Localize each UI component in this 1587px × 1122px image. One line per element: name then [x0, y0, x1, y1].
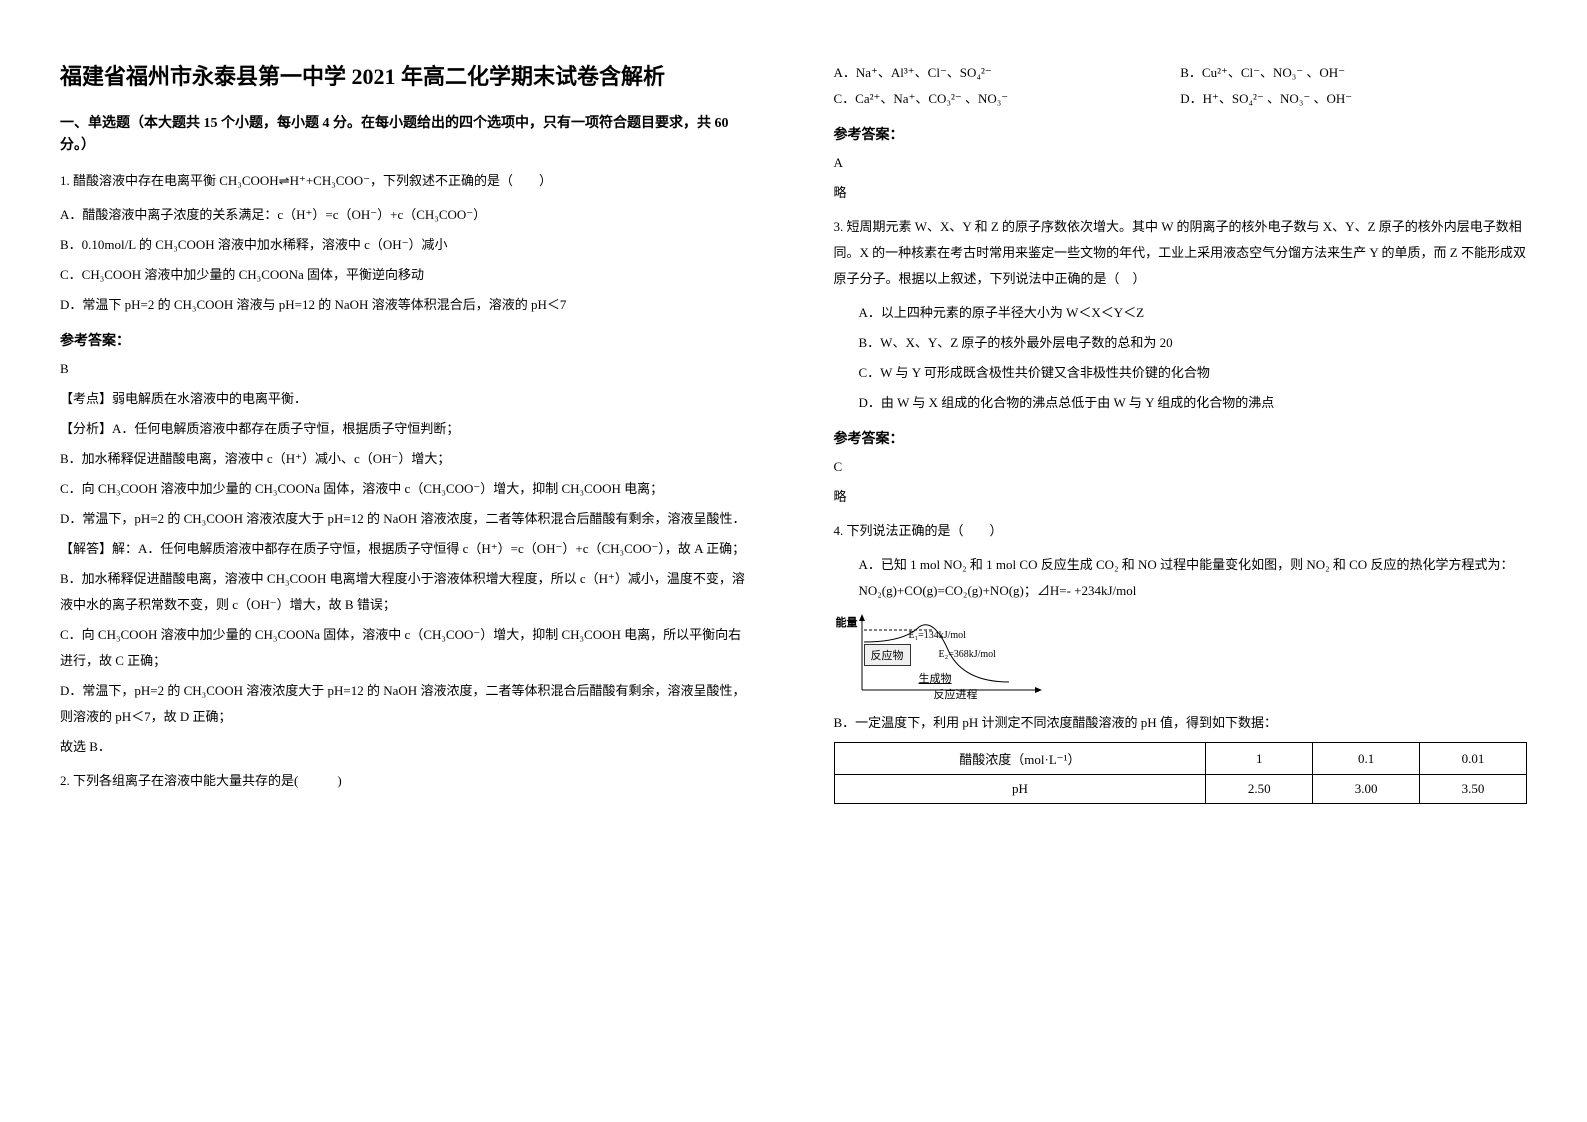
- q2-answer-label: 参考答案：: [834, 124, 1528, 144]
- diagram-x-label: 反应进程: [934, 686, 978, 702]
- q1-solve-a: 【解答】解：A．任何电解质溶液中都存在质子守恒，根据质子守恒得 c（H⁺）=c（…: [60, 536, 754, 562]
- table-cell: 3.00: [1313, 775, 1420, 804]
- q2-stem: 2. 下列各组离子在溶液中能大量共存的是( ): [60, 768, 754, 794]
- q1-opt-d: D．常温下 pH=2 的 CH₃COOH 溶液与 pH=12 的 NaOH 溶液…: [60, 292, 754, 318]
- q3-answer: C: [834, 454, 1528, 480]
- q2-brief: 略: [834, 180, 1528, 206]
- table-header-conc: 醋酸浓度（mol·L⁻¹）: [834, 743, 1206, 775]
- q2-opt-a: A．Na⁺、Al³⁺、Cl⁻、SO₄²⁻: [834, 60, 1181, 86]
- table-cell: 0.01: [1420, 743, 1527, 775]
- q4-stem: 4. 下列说法正确的是（ ）: [834, 518, 1528, 544]
- q1-answer: B: [60, 356, 754, 382]
- left-column: 福建省福州市永泰县第一中学 2021 年高二化学期末试卷含解析 一、单选题（本大…: [0, 0, 794, 1122]
- q1-analysis-a: 【分析】A．任何电解质溶液中都存在质子守恒，根据质子守恒判断；: [60, 416, 754, 442]
- q1-stem: 1. 醋酸溶液中存在电离平衡 CH₃COOH⇌H⁺+CH₃COO⁻，下列叙述不正…: [60, 168, 754, 194]
- q1-answer-label: 参考答案：: [60, 330, 754, 350]
- section-1-header: 一、单选题（本大题共 15 个小题，每小题 4 分。在每小题给出的四个选项中，只…: [60, 113, 754, 158]
- q1-analysis-d: D．常温下，pH=2 的 CH₃COOH 溶液浓度大于 pH=12 的 NaOH…: [60, 506, 754, 532]
- q1-solve-b: B．加水稀释促进醋酸电离，溶液中 CH₃COOH 电离增大程度小于溶液体积增大程…: [60, 566, 754, 618]
- table-cell: 2.50: [1206, 775, 1313, 804]
- q3-answer-label: 参考答案：: [834, 428, 1528, 448]
- q2-options-row-2: C．Ca²⁺、Na⁺、CO₃²⁻ 、NO₃⁻ D．H⁺、SO₄²⁻ 、NO₃⁻ …: [834, 86, 1528, 112]
- q3-opt-a: A．以上四种元素的原子半径大小为 W＜X＜Y＜Z: [859, 300, 1528, 326]
- q2-opt-c: C．Ca²⁺、Na⁺、CO₃²⁻ 、NO₃⁻: [834, 86, 1181, 112]
- q1-solve-c: C．向 CH₃COOH 溶液中加少量的 CH₃COONa 固体，溶液中 c（CH…: [60, 622, 754, 674]
- table-header-ph: pH: [834, 775, 1206, 804]
- q1-opt-a: A．醋酸溶液中离子浓度的关系满足：c（H⁺）=c（OH⁻）+c（CH₃COO⁻）: [60, 202, 754, 228]
- q2-options-row-1: A．Na⁺、Al³⁺、Cl⁻、SO₄²⁻ B．Cu²⁺、Cl⁻、NO₃⁻ 、OH…: [834, 60, 1528, 86]
- table-cell: 3.50: [1420, 775, 1527, 804]
- q4-opt-a: A．已知 1 mol NO₂ 和 1 mol CO 反应生成 CO₂ 和 NO …: [859, 552, 1528, 604]
- q1-analysis-c: C．向 CH₃COOH 溶液中加少量的 CH₃COONa 固体，溶液中 c（CH…: [60, 476, 754, 502]
- q4-opt-b: B．一定温度下，利用 pH 计测定不同浓度醋酸溶液的 pH 值，得到如下数据：: [834, 710, 1528, 736]
- q3-opt-d: D．由 W 与 X 组成的化合物的沸点总低于由 W 与 Y 组成的化合物的沸点: [859, 390, 1528, 416]
- q1-opt-c: C．CH₃COOH 溶液中加少量的 CH₃COONa 固体，平衡逆向移动: [60, 262, 754, 288]
- q1-point: 【考点】弱电解质在水溶液中的电离平衡．: [60, 386, 754, 412]
- exam-title: 福建省福州市永泰县第一中学 2021 年高二化学期末试卷含解析: [60, 60, 754, 93]
- q1-conclude: 故选 B．: [60, 734, 754, 760]
- table-row: 醋酸浓度（mol·L⁻¹） 1 0.1 0.01: [834, 743, 1527, 775]
- q2-opt-b: B．Cu²⁺、Cl⁻、NO₃⁻ 、OH⁻: [1180, 60, 1527, 86]
- q1-analysis-b: B．加水稀释促进醋酸电离，溶液中 c（H⁺）减小、c（OH⁻）增大；: [60, 446, 754, 472]
- table-cell: 1: [1206, 743, 1313, 775]
- energy-diagram: 能量 反应物 E₁=134kJ/mol E₂=368kJ/mol 生成物 反应进…: [834, 612, 1054, 702]
- q2-opt-d: D．H⁺、SO₄²⁻ 、NO₃⁻ 、OH⁻: [1180, 86, 1527, 112]
- table-cell: 0.1: [1313, 743, 1420, 775]
- q3-opt-b: B．W、X、Y、Z 原子的核外最外层电子数的总和为 20: [859, 330, 1528, 356]
- q2-answer: A: [834, 150, 1528, 176]
- q3-opt-c: C．W 与 Y 可形成既含极性共价键又含非极性共价键的化合物: [859, 360, 1528, 386]
- q3-stem: 3. 短周期元素 W、X、Y 和 Z 的原子序数依次增大。其中 W 的阴离子的核…: [834, 214, 1528, 292]
- diagram-product-box: 生成物: [919, 670, 952, 686]
- q1-opt-b: B．0.10mol/L 的 CH₃COOH 溶液中加水稀释，溶液中 c（OH⁻）…: [60, 232, 754, 258]
- diagram-e1: E₁=134kJ/mol: [909, 630, 966, 641]
- diagram-reactant-box: 反应物: [864, 644, 911, 666]
- diagram-e2: E₂=368kJ/mol: [939, 649, 996, 660]
- q4-table: 醋酸浓度（mol·L⁻¹） 1 0.1 0.01 pH 2.50 3.00 3.…: [834, 742, 1528, 804]
- q3-brief: 略: [834, 484, 1528, 510]
- right-column: A．Na⁺、Al³⁺、Cl⁻、SO₄²⁻ B．Cu²⁺、Cl⁻、NO₃⁻ 、OH…: [794, 0, 1587, 1122]
- table-row: pH 2.50 3.00 3.50: [834, 775, 1527, 804]
- q1-solve-d: D．常温下，pH=2 的 CH₃COOH 溶液浓度大于 pH=12 的 NaOH…: [60, 678, 754, 730]
